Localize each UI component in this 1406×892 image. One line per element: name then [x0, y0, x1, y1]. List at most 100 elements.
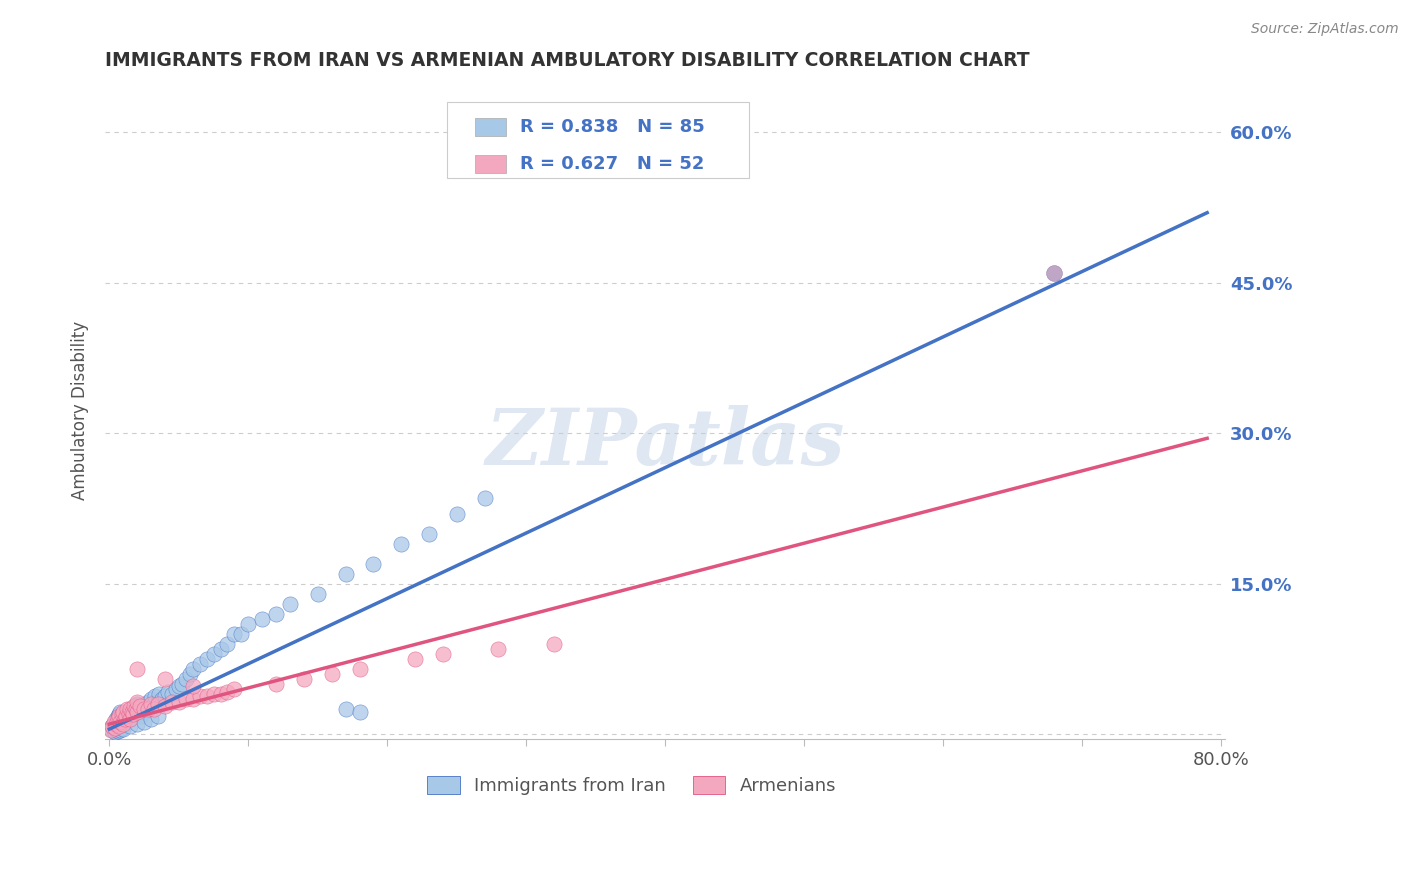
Point [101, 719, 124, 733]
Point [108, 709, 131, 723]
Point [111, 711, 134, 725]
Point [104, 721, 127, 735]
Point [136, 695, 159, 709]
Point [117, 707, 139, 722]
Point [118, 707, 141, 722]
Point [209, 641, 232, 656]
Point [307, 587, 329, 601]
Point [104, 714, 127, 729]
Point [127, 705, 149, 719]
Point [121, 705, 143, 719]
Point [108, 722, 131, 736]
Point [146, 695, 169, 709]
Point [446, 507, 468, 521]
Legend: Immigrants from Iran, Armenians: Immigrants from Iran, Armenians [420, 769, 844, 802]
Point [349, 705, 371, 719]
FancyBboxPatch shape [475, 155, 506, 173]
Point [120, 712, 142, 726]
Point [139, 697, 162, 711]
Point [112, 709, 135, 723]
FancyBboxPatch shape [475, 118, 506, 136]
Point [389, 536, 412, 550]
Point [110, 705, 132, 719]
Y-axis label: Ambulatory Disability: Ambulatory Disability [72, 321, 89, 500]
Point [167, 679, 190, 693]
Point [125, 705, 148, 719]
Point [112, 722, 135, 736]
Point [363, 557, 385, 571]
Point [142, 702, 165, 716]
Point [139, 712, 162, 726]
Point [107, 724, 129, 739]
Point [110, 714, 132, 729]
Point [404, 652, 426, 666]
Point [111, 707, 134, 722]
Point [202, 687, 225, 701]
Point [129, 699, 152, 714]
Point [107, 709, 129, 723]
Point [103, 722, 125, 736]
Point [110, 714, 132, 729]
Point [121, 707, 143, 722]
Point [105, 712, 128, 726]
Point [153, 699, 176, 714]
Point [131, 709, 153, 723]
Point [165, 681, 187, 696]
Point [125, 702, 148, 716]
Point [1043, 266, 1066, 280]
Point [111, 721, 134, 735]
Point [107, 712, 129, 726]
Point [101, 719, 124, 733]
Point [146, 709, 169, 723]
Point [127, 697, 149, 711]
Point [112, 705, 135, 719]
Point [238, 616, 260, 631]
Point [111, 719, 134, 733]
Point [100, 722, 122, 736]
Point [120, 712, 142, 726]
Point [108, 707, 131, 722]
Point [264, 607, 287, 621]
Point [231, 627, 253, 641]
Text: R = 0.838   N = 85: R = 0.838 N = 85 [520, 118, 704, 136]
Text: IMMIGRANTS FROM IRAN VS ARMENIAN AMBULATORY DISABILITY CORRELATION CHART: IMMIGRANTS FROM IRAN VS ARMENIAN AMBULAT… [105, 51, 1029, 70]
Point [104, 725, 127, 739]
Point [115, 709, 138, 723]
Point [179, 667, 201, 681]
Point [120, 719, 142, 733]
Point [105, 717, 128, 731]
Point [202, 647, 225, 661]
Point [100, 723, 122, 737]
Point [188, 689, 211, 703]
Point [108, 717, 131, 731]
Point [160, 687, 183, 701]
Point [335, 702, 357, 716]
Point [174, 692, 197, 706]
Point [117, 702, 139, 716]
Point [134, 697, 156, 711]
Point [349, 662, 371, 676]
Point [150, 692, 173, 706]
Point [278, 597, 301, 611]
Point [127, 707, 149, 722]
Point [335, 566, 357, 581]
Point [135, 702, 157, 716]
Point [134, 705, 156, 719]
Point [143, 689, 166, 703]
Point [127, 662, 149, 676]
Point [224, 627, 246, 641]
Point [432, 647, 454, 661]
Point [167, 695, 190, 709]
Point [139, 692, 162, 706]
Point [122, 709, 145, 723]
Point [217, 637, 239, 651]
Point [114, 712, 136, 726]
Point [543, 637, 565, 651]
Point [103, 724, 125, 739]
Point [118, 709, 141, 723]
Point [252, 612, 274, 626]
Point [418, 526, 440, 541]
Point [132, 699, 155, 714]
Text: R = 0.627   N = 52: R = 0.627 N = 52 [520, 155, 704, 173]
Point [153, 689, 176, 703]
